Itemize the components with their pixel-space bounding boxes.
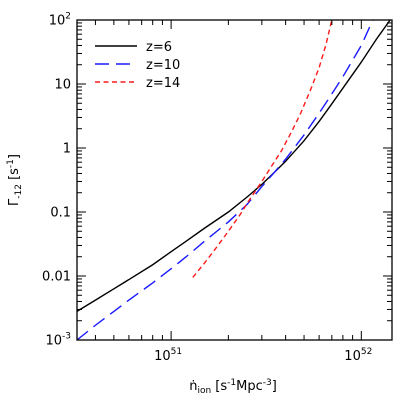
series-line-z6 <box>77 20 391 312</box>
plot-frame <box>76 19 393 341</box>
y-tick-label: 0.1 <box>50 206 71 221</box>
legend: z=6 z=10 z=14 <box>95 40 180 91</box>
legend-label: z=6 <box>146 40 172 55</box>
y-tick-label: 0.01 <box>42 270 71 285</box>
series-line-z10 <box>77 20 374 340</box>
x-tick-label: 1051 <box>154 347 182 364</box>
y-axis-label: Γ-12 [s-1] <box>6 154 24 206</box>
legend-label: z=10 <box>146 58 180 73</box>
series-layer <box>77 20 391 340</box>
x-axis-label: ṅion [s-1Mpc-3] <box>189 378 277 396</box>
axis-labels: ṅion [s-1Mpc-3] Γ-12 [s-1] <box>6 154 277 396</box>
y-tick-label: 10 <box>54 78 71 93</box>
ticks-layer: 10-3 0.01 0.1 1 10 102 1051 1052 <box>42 12 392 364</box>
legend-label: z=14 <box>146 76 180 91</box>
series-line-z14 <box>192 20 333 278</box>
y-tick-label: 1 <box>63 142 71 157</box>
y-tick-label: 10-3 <box>45 332 71 349</box>
y-tick-label: 102 <box>49 12 71 29</box>
x-tick-label: 1052 <box>344 347 372 364</box>
frame-layer <box>76 19 393 341</box>
